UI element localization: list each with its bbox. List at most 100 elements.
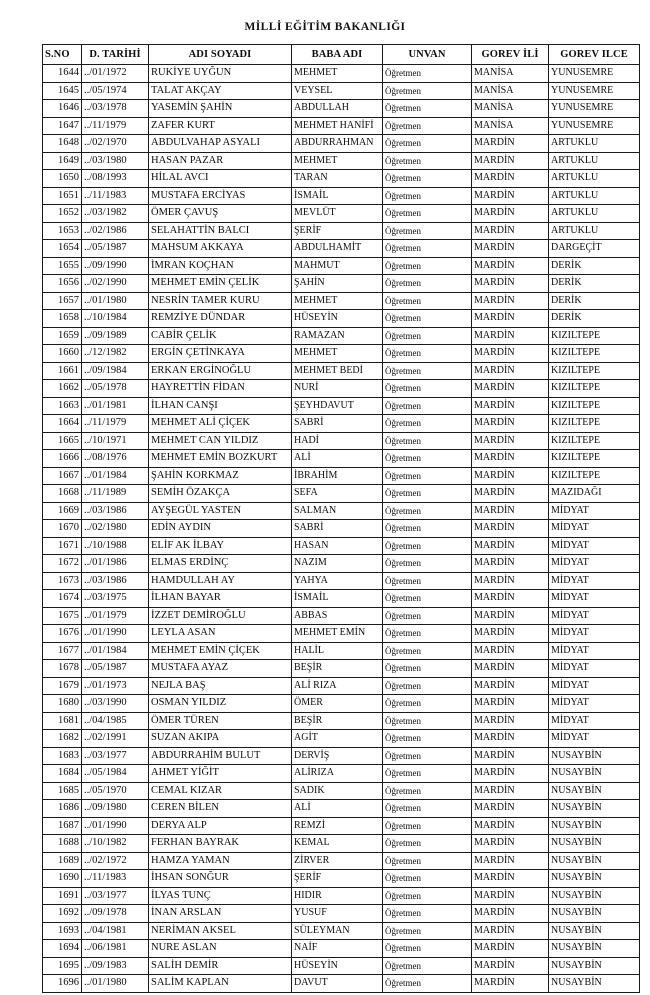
cell-title: Öğretmen bbox=[382, 694, 472, 713]
cell-duty-province: MARDİN bbox=[471, 974, 549, 993]
cell-father-name: ÖMER bbox=[291, 694, 383, 713]
cell-birth-date: ../05/1987 bbox=[81, 239, 149, 258]
cell-title: Öğretmen bbox=[382, 169, 472, 188]
cell-duty-province: MARDİN bbox=[471, 764, 549, 783]
cell-father-name: BEŞİR bbox=[291, 711, 383, 730]
cell-sno: 1674 bbox=[42, 589, 82, 608]
table-row: 1673 ../03/1986 HAMDULLAH AY YAHYA Öğretmen M… bbox=[42, 571, 640, 590]
cell-birth-date: ../09/1978 bbox=[81, 904, 149, 923]
cell-duty-district: MİDYAT bbox=[548, 641, 640, 660]
cell-duty-province: MANİSA bbox=[471, 81, 549, 100]
cell-full-name: MEHMET EMİN BOZKURT bbox=[148, 449, 292, 468]
cell-full-name: ELMAS ERDİNÇ bbox=[148, 554, 292, 573]
cell-full-name: DERYA ALP bbox=[148, 816, 292, 835]
cell-sno: 1679 bbox=[42, 676, 82, 695]
cell-title: Öğretmen bbox=[382, 729, 472, 748]
table-row: 1654 ../05/1987 MAHSUM AKKAYA ABDULHAMİT Öğr… bbox=[42, 239, 640, 258]
cell-birth-date: ../01/1990 bbox=[81, 624, 149, 643]
cell-duty-province: MARDİN bbox=[471, 851, 549, 870]
cell-full-name: MEHMET EMİN ÇELİK bbox=[148, 274, 292, 293]
table-row: 1694 ../06/1981 NURE ASLAN NAİF Öğretmen MARD… bbox=[42, 939, 640, 958]
cell-father-name: İSMAİL bbox=[291, 589, 383, 608]
cell-birth-date: ../11/1979 bbox=[81, 414, 149, 433]
table-row: 1690 ../11/1983 İHSAN SONĞUR ŞERİF Öğretmen M… bbox=[42, 869, 640, 888]
cell-father-name: MEHMET bbox=[291, 344, 383, 363]
table-row: 1668 ../11/1989 SEMİH ÖZAKÇA SEFA Öğretmen MA… bbox=[42, 484, 640, 503]
table-row: 1659 ../09/1989 CABİR ÇELİK RAMAZAN Öğretmen… bbox=[42, 326, 640, 345]
cell-duty-district: DERİK bbox=[548, 309, 640, 328]
cell-duty-province: MARDİN bbox=[471, 554, 549, 573]
cell-birth-date: ../10/1971 bbox=[81, 431, 149, 450]
cell-full-name: HAMDULLAH AY bbox=[148, 571, 292, 590]
cell-duty-district: MİDYAT bbox=[548, 571, 640, 590]
cell-full-name: ELİF AK İLBAY bbox=[148, 536, 292, 555]
cell-sno: 1660 bbox=[42, 344, 82, 363]
cell-birth-date: ../01/1984 bbox=[81, 466, 149, 485]
cell-birth-date: ../03/1978 bbox=[81, 99, 149, 118]
table-row: 1652 ../03/1982 ÖMER ÇAVUŞ MEVLÜT Öğretmen MA… bbox=[42, 204, 640, 223]
cell-duty-province: MARDİN bbox=[471, 659, 549, 678]
cell-duty-province: MARDİN bbox=[471, 291, 549, 310]
cell-father-name: HALİL bbox=[291, 641, 383, 660]
cell-sno: 1651 bbox=[42, 186, 82, 205]
cell-father-name: AGİT bbox=[291, 729, 383, 748]
cell-birth-date: ../01/1979 bbox=[81, 606, 149, 625]
cell-duty-district: MİDYAT bbox=[548, 729, 640, 748]
cell-duty-district: NUSAYBİN bbox=[548, 904, 640, 923]
cell-father-name: DERVİŞ bbox=[291, 746, 383, 765]
cell-duty-province: MARDİN bbox=[471, 606, 549, 625]
cell-duty-district: MİDYAT bbox=[548, 606, 640, 625]
cell-duty-province: MARDİN bbox=[471, 816, 549, 835]
cell-father-name: REMZİ bbox=[291, 816, 383, 835]
cell-full-name: REMZİYE DÜNDAR bbox=[148, 309, 292, 328]
cell-title: Öğretmen bbox=[382, 326, 472, 345]
cell-full-name: İMRAN KOÇHAN bbox=[148, 256, 292, 275]
cell-birth-date: ../01/1981 bbox=[81, 396, 149, 415]
cell-duty-district: KIZILTEPE bbox=[548, 466, 640, 485]
cell-full-name: MUSTAFA AYAZ bbox=[148, 659, 292, 678]
cell-birth-date: ../05/1987 bbox=[81, 659, 149, 678]
cell-duty-district: NUSAYBİN bbox=[548, 834, 640, 853]
table-row: 1692 ../09/1978 İNAN ARSLAN YUSUF Öğretmen MA… bbox=[42, 904, 640, 923]
cell-duty-district: MAZIDAĞI bbox=[548, 484, 640, 503]
cell-full-name: ABDURRAHİM BULUT bbox=[148, 746, 292, 765]
cell-birth-date: ../01/1980 bbox=[81, 291, 149, 310]
cell-full-name: LEYLA ASAN bbox=[148, 624, 292, 643]
table-row: 1645 ../05/1974 TALAT AKÇAY VEYSEL Öğretmen M… bbox=[42, 81, 640, 100]
cell-duty-province: MARDİN bbox=[471, 274, 549, 293]
cell-title: Öğretmen bbox=[382, 396, 472, 415]
cell-birth-date: ../04/1985 bbox=[81, 711, 149, 730]
cell-duty-district: MİDYAT bbox=[548, 711, 640, 730]
cell-sno: 1685 bbox=[42, 781, 82, 800]
cell-duty-district: YUNUSEMRE bbox=[548, 81, 640, 100]
cell-sno: 1690 bbox=[42, 869, 82, 888]
cell-sno: 1684 bbox=[42, 764, 82, 783]
personnel-table-container: S.NO D. TARİHİ ADI SOYADI BABA ADI UNVAN… bbox=[42, 44, 640, 993]
cell-title: Öğretmen bbox=[382, 641, 472, 660]
cell-title: Öğretmen bbox=[382, 186, 472, 205]
cell-duty-district: MİDYAT bbox=[548, 589, 640, 608]
cell-birth-date: ../10/1984 bbox=[81, 309, 149, 328]
cell-duty-district: MİDYAT bbox=[548, 554, 640, 573]
cell-duty-province: MARDİN bbox=[471, 799, 549, 818]
cell-duty-province: MANİSA bbox=[471, 116, 549, 135]
cell-full-name: SEMİH ÖZAKÇA bbox=[148, 484, 292, 503]
cell-sno: 1681 bbox=[42, 711, 82, 730]
cell-duty-district: KIZILTEPE bbox=[548, 449, 640, 468]
column-header-birth-date: D. TARİHİ bbox=[81, 44, 149, 65]
cell-birth-date: ../01/1986 bbox=[81, 554, 149, 573]
cell-sno: 1650 bbox=[42, 169, 82, 188]
cell-duty-district: NUSAYBİN bbox=[548, 886, 640, 905]
cell-father-name: ŞERİF bbox=[291, 221, 383, 240]
cell-duty-district: DERİK bbox=[548, 291, 640, 310]
cell-duty-province: MARDİN bbox=[471, 886, 549, 905]
cell-title: Öğretmen bbox=[382, 956, 472, 975]
table-row: 1663 ../01/1981 İLHAN CANŞI ŞEYHDAVUT Öğretm… bbox=[42, 396, 640, 415]
cell-full-name: MUSTAFA ERCİYAS bbox=[148, 186, 292, 205]
cell-duty-province: MARDİN bbox=[471, 729, 549, 748]
cell-duty-province: MARDİN bbox=[471, 484, 549, 503]
cell-sno: 1670 bbox=[42, 519, 82, 538]
cell-duty-province: MARDİN bbox=[471, 239, 549, 258]
cell-birth-date: ../02/1980 bbox=[81, 519, 149, 538]
cell-duty-district: MİDYAT bbox=[548, 519, 640, 538]
